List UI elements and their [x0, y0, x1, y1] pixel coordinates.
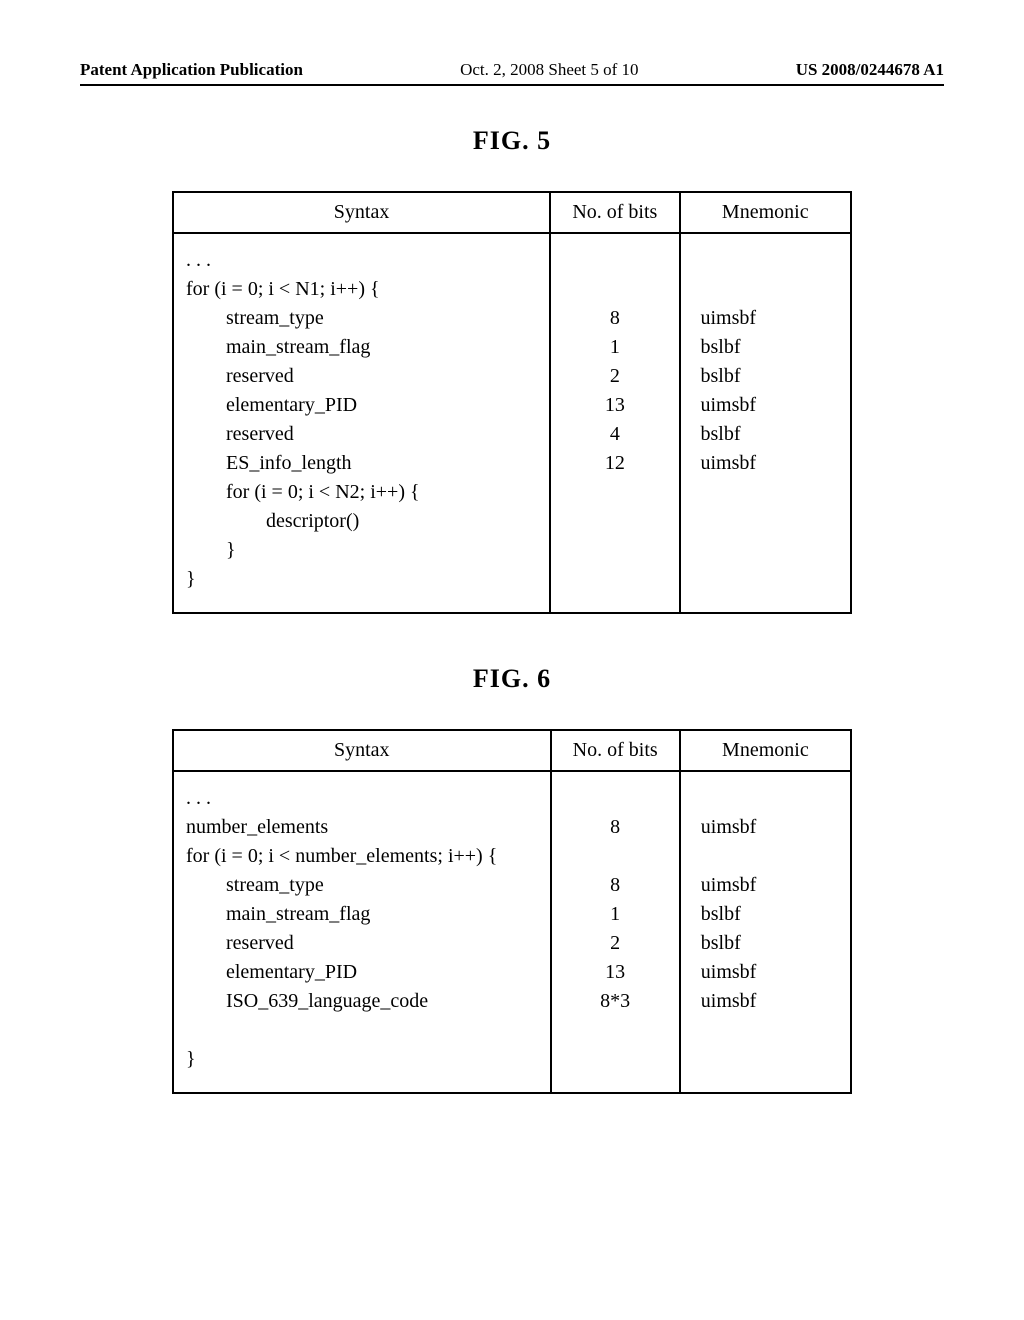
syntax-line: reserved: [186, 929, 538, 958]
header-center: Oct. 2, 2008 Sheet 5 of 10: [460, 60, 638, 80]
syntax-line: }: [186, 536, 537, 565]
syntax-line: stream_type: [186, 871, 538, 900]
bits-value: [564, 1045, 667, 1074]
bits-value: [563, 565, 666, 594]
table-header-row: Syntax No. of bits Mnemonic: [173, 730, 851, 771]
figure-6-label: FIG. 6: [80, 664, 944, 694]
syntax-line: main_stream_flag: [186, 900, 538, 929]
bits-value: 1: [564, 900, 667, 929]
bits-value: [563, 507, 666, 536]
syntax-cell: . . .for (i = 0; i < N1; i++) { stream_t…: [173, 233, 550, 613]
figure-5-label: FIG. 5: [80, 126, 944, 156]
page-header: Patent Application Publication Oct. 2, 2…: [80, 60, 944, 86]
syntax-line: elementary_PID: [186, 958, 538, 987]
mnemonic-value: bslbf: [693, 333, 839, 362]
col-header-syntax: Syntax: [173, 192, 550, 233]
mnem-cell: uimsbf uimsbfbslbfbslbfuimsbfuimsbf: [680, 771, 851, 1093]
bits-value: 8: [564, 813, 667, 842]
syntax-line: reserved: [186, 362, 537, 391]
mnemonic-value: uimsbf: [693, 987, 838, 1016]
syntax-line: stream_type: [186, 304, 537, 333]
mnemonic-value: uimsbf: [693, 958, 838, 987]
bits-value: [564, 1016, 667, 1045]
col-header-syntax: Syntax: [173, 730, 551, 771]
mnemonic-value: uimsbf: [693, 391, 839, 420]
mnemonic-value: [693, 536, 839, 565]
col-header-mnemonic: Mnemonic: [680, 730, 851, 771]
mnemonic-value: [693, 507, 839, 536]
syntax-line: ISO_639_language_code: [186, 987, 538, 1016]
mnemonic-value: [693, 565, 839, 594]
bits-value: 8: [563, 304, 666, 333]
syntax-line: for (i = 0; i < N1; i++) {: [186, 275, 537, 304]
mnemonic-value: bslbf: [693, 929, 838, 958]
mnemonic-value: uimsbf: [693, 304, 839, 333]
figure-6-table: Syntax No. of bits Mnemonic . . .number_…: [172, 729, 852, 1094]
patent-page: Patent Application Publication Oct. 2, 2…: [0, 0, 1024, 1184]
bits-value: 2: [564, 929, 667, 958]
bits-cell: 81213412: [550, 233, 679, 613]
col-header-bits: No. of bits: [551, 730, 680, 771]
bits-value: [564, 784, 667, 813]
mnem-cell: uimsbfbslbfbslbfuimsbfbslbfuimsbf: [680, 233, 852, 613]
mnemonic-value: [693, 246, 839, 275]
mnemonic-value: [693, 1045, 838, 1074]
bits-value: [563, 478, 666, 507]
syntax-line: for (i = 0; i < number_elements; i++) {: [186, 842, 538, 871]
bits-value: 12: [563, 449, 666, 478]
mnemonic-value: [693, 842, 838, 871]
bits-value: 8*3: [564, 987, 667, 1016]
header-right: US 2008/0244678 A1: [796, 60, 944, 80]
bits-cell: 8 812138*3: [551, 771, 680, 1093]
table-body-row: . . .number_elementsfor (i = 0; i < numb…: [173, 771, 851, 1093]
mnemonic-value: uimsbf: [693, 813, 838, 842]
syntax-line: main_stream_flag: [186, 333, 537, 362]
mnemonic-value: [693, 275, 839, 304]
mnemonic-value: uimsbf: [693, 871, 838, 900]
syntax-line: . . .: [186, 246, 537, 275]
mnemonic-value: bslbf: [693, 900, 838, 929]
syntax-line: for (i = 0; i < N2; i++) {: [186, 478, 537, 507]
syntax-line: . . .: [186, 784, 538, 813]
syntax-line: [186, 1016, 538, 1045]
syntax-line: number_elements: [186, 813, 538, 842]
bits-value: [563, 536, 666, 565]
syntax-line: reserved: [186, 420, 537, 449]
col-header-bits: No. of bits: [550, 192, 679, 233]
bits-value: 1: [563, 333, 666, 362]
col-header-mnemonic: Mnemonic: [680, 192, 852, 233]
mnemonic-value: bslbf: [693, 362, 839, 391]
syntax-line: elementary_PID: [186, 391, 537, 420]
bits-value: [564, 842, 667, 871]
bits-value: [563, 275, 666, 304]
mnemonic-value: bslbf: [693, 420, 839, 449]
syntax-cell: . . .number_elementsfor (i = 0; i < numb…: [173, 771, 551, 1093]
syntax-line: descriptor(): [186, 507, 537, 536]
bits-value: 8: [564, 871, 667, 900]
mnemonic-value: [693, 1016, 838, 1045]
syntax-line: }: [186, 565, 537, 594]
header-left: Patent Application Publication: [80, 60, 303, 80]
figure-5-table: Syntax No. of bits Mnemonic . . .for (i …: [172, 191, 852, 614]
syntax-line: }: [186, 1045, 538, 1074]
mnemonic-value: [693, 784, 838, 813]
bits-value: 2: [563, 362, 666, 391]
syntax-line: ES_info_length: [186, 449, 537, 478]
mnemonic-value: [693, 478, 839, 507]
bits-value: 13: [564, 958, 667, 987]
mnemonic-value: uimsbf: [693, 449, 839, 478]
table-body-row: . . .for (i = 0; i < N1; i++) { stream_t…: [173, 233, 851, 613]
bits-value: 13: [563, 391, 666, 420]
table-header-row: Syntax No. of bits Mnemonic: [173, 192, 851, 233]
bits-value: [563, 246, 666, 275]
bits-value: 4: [563, 420, 666, 449]
